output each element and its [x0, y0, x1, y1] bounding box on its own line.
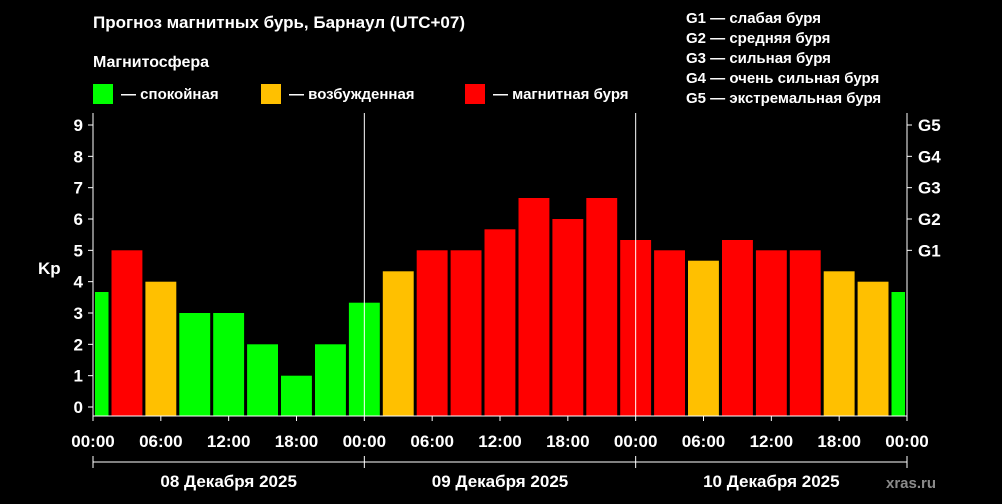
- kp-bar: [552, 219, 584, 416]
- kp-bar: [213, 313, 245, 416]
- storm-scale-list: G1 — слабая буря G2 — средняя буря G3 — …: [686, 10, 881, 107]
- x-tick-label: 18:00: [817, 432, 860, 451]
- kp-bar: [450, 250, 482, 416]
- g-tick-label: G4: [918, 147, 941, 166]
- kp-bar: [315, 344, 346, 416]
- x-tick-label: 12:00: [207, 432, 250, 451]
- storm-scale-g3: G3 — сильная буря: [686, 50, 831, 67]
- g-tick-label: G1: [918, 241, 941, 260]
- x-tick-label: 00:00: [614, 432, 657, 451]
- legend: — спокойная — возбужденная — магнитная б…: [93, 84, 629, 104]
- x-tick-label: 12:00: [478, 432, 521, 451]
- legend-label-storm: — магнитная буря: [493, 86, 629, 103]
- storm-scale-g5: G5 — экстремальная буря: [686, 90, 881, 107]
- x-tick-label: 18:00: [275, 432, 318, 451]
- x-tick-label: 00:00: [71, 432, 114, 451]
- kp-bar: [484, 229, 516, 416]
- kp-bar: [247, 344, 278, 416]
- day-label: 09 Декабря 2025: [432, 472, 569, 491]
- x-tick-label: 00:00: [885, 432, 928, 451]
- storm-scale-g1: G1 — слабая буря: [686, 10, 821, 27]
- kp-bar: [586, 198, 618, 416]
- kp-bar: [281, 375, 312, 416]
- legend-swatch-storm: [465, 84, 485, 104]
- y-tick-label: 4: [74, 273, 84, 292]
- legend-heading: Магнитосфера: [93, 54, 209, 71]
- x-tick-label: 06:00: [682, 432, 725, 451]
- kp-bar: [179, 313, 211, 416]
- kp-bar: [416, 250, 448, 416]
- g-tick-label: G3: [918, 179, 941, 198]
- x-tick-label: 00:00: [343, 432, 386, 451]
- g-tick-label: G5: [918, 116, 941, 135]
- g-tick-label: G2: [918, 210, 941, 229]
- day-label: 10 Декабря 2025: [703, 472, 840, 491]
- kp-bar: [145, 281, 177, 416]
- legend-label-quiet: — спокойная: [121, 86, 219, 103]
- y-tick-label: 1: [74, 367, 83, 386]
- kp-bar: [891, 292, 905, 416]
- x-tick-label: 12:00: [750, 432, 793, 451]
- x-tick-label: 18:00: [546, 432, 589, 451]
- plot-area: 0 1 2 3 4 5 6 7 8 9 G1 G2 G3 G4 G5 00:00 06:00 12:00 18:00…: [71, 113, 941, 491]
- kp-bar: [95, 292, 109, 416]
- y-axis-label: Kp: [38, 259, 61, 278]
- kp-bar: [823, 271, 855, 416]
- kp-bar: [111, 250, 143, 416]
- legend-swatch-active: [261, 84, 281, 104]
- x-tick-label: 06:00: [410, 432, 453, 451]
- legend-label-active: — возбужденная: [289, 86, 415, 103]
- kp-bar: [382, 271, 414, 416]
- storm-scale-g2: G2 — средняя буря: [686, 30, 830, 47]
- y-tick-label: 5: [74, 241, 83, 260]
- kp-bar: [688, 260, 719, 416]
- y-tick-label: 0: [74, 398, 83, 417]
- kp-bar: [518, 198, 550, 416]
- x-tick-label: 06:00: [139, 432, 182, 451]
- kp-bar: [654, 250, 685, 416]
- y-tick-label: 6: [74, 210, 83, 229]
- y-tick-label: 3: [74, 304, 83, 323]
- y-tick-label: 8: [74, 147, 83, 166]
- legend-swatch-quiet: [93, 84, 113, 104]
- kp-bar: [857, 281, 889, 416]
- y-tick-label: 7: [74, 179, 83, 198]
- storm-scale-g4: G4 — очень сильная буря: [686, 70, 879, 87]
- day-label: 08 Декабря 2025: [160, 472, 297, 491]
- kp-bar: [755, 250, 787, 416]
- y-tick-label: 9: [74, 116, 83, 135]
- kp-bar: [789, 250, 821, 416]
- chart-title: Прогноз магнитных бурь, Барнаул (UTC+07): [93, 13, 465, 32]
- y-tick-label: 2: [74, 335, 83, 354]
- watermark: xras.ru: [886, 475, 936, 492]
- kp-bar: [722, 240, 753, 416]
